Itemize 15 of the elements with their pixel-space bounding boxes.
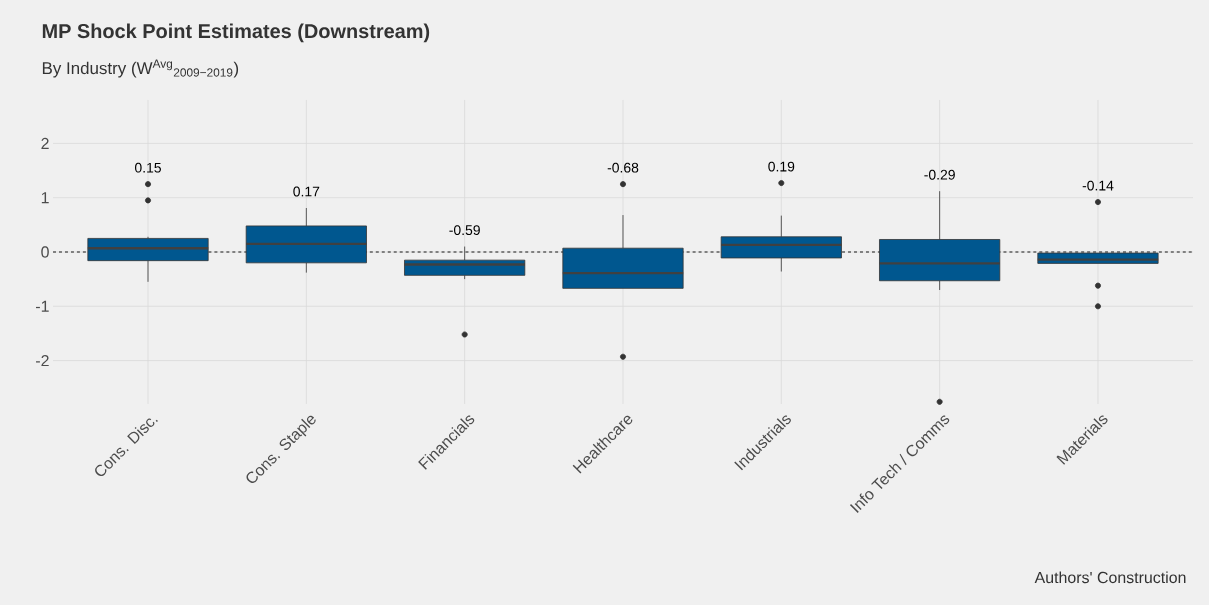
y-tick-label: 1 [41, 192, 49, 204]
annotation: -0.59 [449, 225, 480, 236]
y-tick-label: 2 [41, 137, 49, 149]
annotation: -0.68 [607, 162, 639, 173]
y-tick-label: 0 [41, 246, 49, 258]
annotation: -0.14 [1082, 180, 1114, 191]
chart-title: MP Shock Point Estimates (Downstream) [42, 23, 430, 43]
annotation: -0.29 [924, 169, 955, 180]
y-tick-label: -2 [36, 355, 49, 367]
text: Authors' Construction [1034, 571, 1186, 584]
annotation: 0.15 [134, 162, 161, 173]
annotation: 0.17 [293, 186, 320, 197]
y-tick-label: -1 [36, 300, 49, 312]
chart-subtitle: By Industry (W$^{Avg}$$_{2009−2019}$) [42, 59, 239, 78]
annotation: 0.19 [768, 161, 795, 172]
